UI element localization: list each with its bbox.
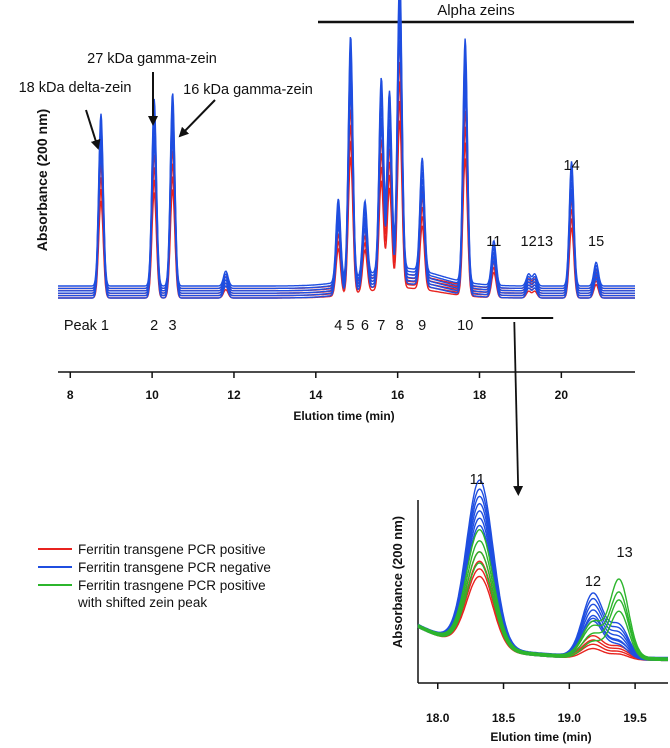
legend-continuation: with shifted zein peak (78, 595, 208, 610)
annotation-16kda-gamma-zein: 16 kDa gamma-zein (183, 82, 313, 98)
legend-label: Ferritin trasngene PCR positive (78, 577, 266, 593)
zoom-arrow (513, 321, 524, 496)
main-chromatogram: Alpha zeins 8 10 12 14 16 18 20 Elution time (… (19, 0, 635, 496)
peak-label-9: 9 (418, 318, 426, 334)
inset-x-tick-label-1: 18.5 (492, 711, 516, 725)
peak-label-14: 14 (564, 158, 580, 174)
legend: Ferritin transgene PCR positive Ferritin… (38, 540, 271, 612)
y-axis-title: Absorbance (200 nm) (34, 109, 50, 251)
peak-label-6: 6 (361, 318, 369, 334)
inset-trace-2-2 (417, 540, 668, 660)
inset-peak-label-11: 11 (470, 472, 485, 488)
inset-trace-1-4 (417, 495, 668, 660)
legend-item-pcr-positive: Ferritin transgene PCR positive (38, 540, 271, 558)
inset-trace-2-1 (417, 551, 668, 661)
legend-item-pcr-positive-shifted: Ferritin trasngene PCR positive (38, 576, 271, 594)
x-tick-label-12: 12 (227, 388, 241, 402)
peak-labels: Peak 1 2 3 4 5 6 7 8 9 10 11 12 13 14 15 (64, 158, 604, 334)
inset-trace-2-0 (417, 562, 668, 662)
inset-x-axis-ticks: 18.0 18.5 19.0 19.5 (426, 683, 647, 725)
x-tick-label-10: 10 (145, 388, 159, 402)
peak-label-peak-1: Peak 1 (64, 318, 109, 334)
x-axis-ticks: 8 10 12 14 16 18 20 (67, 372, 568, 402)
inset-x-tick-label-3: 19.5 (623, 711, 647, 725)
inset-peak-label-12: 12 (585, 574, 601, 590)
peak-label-15: 15 (588, 234, 604, 250)
x-tick-label-20: 20 (555, 388, 569, 402)
peak-label-5: 5 (347, 318, 355, 334)
legend-item-pcr-negative: Ferritin transgene PCR negative (38, 558, 271, 576)
inset-chromatogram: 18.0 18.5 19.0 19.5 11 12 13 Elution time (mi… (390, 472, 669, 744)
inset-trace-2-3 (417, 528, 668, 659)
main-traces (58, 0, 635, 299)
trace-series-1-5 (58, 0, 635, 287)
inset-traces (417, 479, 669, 662)
x-tick-label-18: 18 (473, 388, 487, 402)
x-tick-label-16: 16 (391, 388, 405, 402)
peak-label-10: 10 (457, 318, 473, 334)
peak-label-13: 13 (537, 234, 553, 250)
peak-label-12: 12 (521, 234, 537, 250)
arrow-16kda-gamma-zein (178, 99, 216, 138)
legend-swatch-green (38, 584, 72, 586)
peak-label-3: 3 (169, 318, 177, 334)
x-tick-label-14: 14 (309, 388, 323, 402)
x-axis-title: Elution time (min) (293, 409, 394, 423)
legend-swatch-blue (38, 566, 72, 568)
inset-peak-labels: 11 12 13 (470, 472, 633, 590)
x-tick-label-8: 8 (67, 388, 74, 402)
inset-y-axis-title: Absorbance (200 nm) (390, 516, 405, 648)
annotation-18kda-delta-zein: 18 kDa delta-zein (19, 80, 132, 96)
legend-swatch-red (38, 548, 72, 550)
inset-peak-label-13: 13 (617, 545, 633, 561)
inset-x-tick-label-2: 19.0 (558, 711, 582, 725)
peak-label-2: 2 (150, 318, 158, 334)
peak-label-4: 4 (334, 318, 342, 334)
legend-label: Ferritin transgene PCR positive (78, 541, 266, 557)
arrow-delta-zein (85, 109, 101, 150)
peak-label-11: 11 (486, 234, 501, 250)
annotation-27kda-gamma-zein: 27 kDa gamma-zein (87, 51, 217, 67)
inset-x-axis-title: Elution time (min) (490, 730, 591, 744)
legend-label: Ferritin transgene PCR negative (78, 559, 271, 575)
inset-x-tick-label-0: 18.0 (426, 711, 450, 725)
alpha-zein-label: Alpha zeins (437, 2, 515, 19)
peak-label-7: 7 (377, 318, 385, 334)
peak-label-8: 8 (396, 318, 404, 334)
